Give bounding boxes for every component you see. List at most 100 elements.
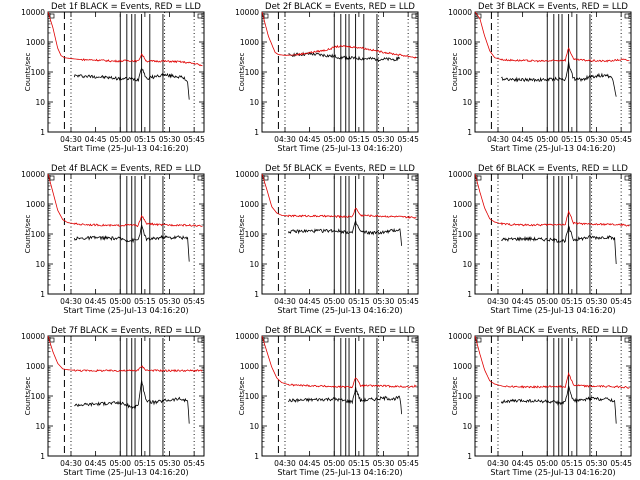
- events-series-line: [74, 380, 190, 424]
- y-tick-label: 1: [254, 290, 259, 299]
- lld-series-line: [47, 335, 203, 373]
- y-tick-label: 1: [467, 290, 472, 299]
- y-tick-label: 100: [458, 392, 473, 401]
- y-tick-label: 100: [458, 68, 473, 77]
- x-tick-label: 05:45: [610, 135, 632, 144]
- x-tick-label: 04:45: [85, 297, 107, 306]
- y-axis-label: Counts/sec: [238, 377, 246, 416]
- corner-box-left: [263, 337, 269, 343]
- x-tick-label: 04:45: [299, 297, 321, 306]
- y-tick-label: 1000: [240, 362, 259, 371]
- lld-series-line: [474, 11, 630, 63]
- panel-title: Det 1f BLACK = Events, RED = LLD: [51, 2, 201, 12]
- detector-panel-3: Det 3f BLACK = Events, RED = LLD 1 10 100 10…: [448, 2, 632, 153]
- y-tick-label: 100: [458, 230, 473, 239]
- x-tick-label: 05:45: [610, 297, 632, 306]
- panel-title: Det 5f BLACK = Events, RED = LLD: [265, 164, 415, 174]
- x-tick-label: 05:15: [134, 135, 156, 144]
- x-tick-label: 05:45: [183, 135, 205, 144]
- y-tick-label: 10: [35, 98, 45, 107]
- y-tick-label: 1000: [453, 362, 472, 371]
- x-tick-label: 04:30: [274, 135, 296, 144]
- events-series-line: [501, 224, 617, 265]
- x-tick-label: 05:30: [373, 135, 395, 144]
- x-tick-label: 05:30: [159, 459, 181, 468]
- x-tick-label: 05:45: [183, 459, 205, 468]
- lld-series-line: [261, 11, 417, 59]
- y-tick-label: 1000: [26, 38, 45, 47]
- x-tick-label: 04:30: [274, 459, 296, 468]
- y-tick-label: 10: [249, 422, 259, 431]
- corner-box-right: [197, 13, 203, 19]
- panel-title: Det 6f BLACK = Events, RED = LLD: [478, 164, 628, 174]
- corner-box-right: [624, 175, 630, 181]
- panel-title: Det 2f BLACK = Events, RED = LLD: [265, 2, 415, 12]
- x-tick-label: 05:00: [536, 297, 558, 306]
- y-tick-label: 10000: [235, 332, 259, 341]
- panel-title: Det 4f BLACK = Events, RED = LLD: [51, 164, 201, 174]
- y-tick-label: 100: [31, 68, 46, 77]
- y-tick-label: 10: [249, 98, 259, 107]
- corner-box-left: [49, 13, 55, 19]
- y-tick-label: 10000: [21, 332, 45, 341]
- detector-panel-2: Det 2f BLACK = Events, RED = LLD 1 10 100 10…: [235, 2, 419, 153]
- x-tick-label: 05:00: [323, 459, 345, 468]
- x-tick-label: 04:45: [299, 459, 321, 468]
- x-axis-label: Start Time (25-Jul-13 04:16:20): [63, 468, 188, 477]
- x-tick-label: 04:45: [512, 297, 534, 306]
- corner-box-left: [49, 337, 55, 343]
- corner-box-right: [624, 13, 630, 19]
- x-tick-label: 05:15: [134, 297, 156, 306]
- detector-panel-4: Det 4f BLACK = Events, RED = LLD 1 10 100 10…: [21, 164, 205, 315]
- y-tick-label: 1000: [240, 38, 259, 47]
- x-tick-label: 05:30: [586, 459, 608, 468]
- y-axis-label: Counts/sec: [24, 53, 32, 92]
- panel-title: Det 9f BLACK = Events, RED = LLD: [478, 326, 628, 336]
- y-tick-label: 10000: [448, 332, 472, 341]
- x-tick-label: 05:30: [373, 297, 395, 306]
- x-tick-label: 04:30: [274, 297, 296, 306]
- lld-series-line: [474, 335, 630, 389]
- x-tick-label: 05:00: [323, 297, 345, 306]
- x-tick-label: 04:30: [487, 135, 509, 144]
- y-tick-label: 1: [467, 452, 472, 461]
- detector-panel-7: Det 7f BLACK = Events, RED = LLD 1 10 100 10…: [21, 326, 205, 477]
- events-series-line: [73, 224, 190, 262]
- x-tick-label: 05:15: [348, 459, 370, 468]
- y-tick-label: 1: [467, 128, 472, 137]
- y-tick-label: 10000: [448, 8, 472, 17]
- x-tick-label: 05:30: [159, 297, 181, 306]
- lld-series-line: [261, 335, 417, 389]
- corner-box-right: [624, 337, 630, 343]
- corner-box-left: [263, 13, 269, 19]
- y-tick-label: 10: [462, 98, 472, 107]
- corner-box-left: [476, 337, 482, 343]
- corner-box-right: [411, 175, 417, 181]
- y-tick-label: 10000: [235, 8, 259, 17]
- events-series-line: [287, 386, 402, 415]
- x-tick-label: 04:30: [60, 135, 82, 144]
- y-axis-label: Counts/sec: [451, 53, 459, 92]
- corner-box-left: [49, 175, 55, 181]
- lld-series-line: [474, 173, 630, 227]
- y-axis-label: Counts/sec: [238, 215, 246, 254]
- detector-panel-9: Det 9f BLACK = Events, RED = LLD 1 10 100 10…: [448, 326, 632, 477]
- corner-box-right: [411, 13, 417, 19]
- y-tick-label: 10: [462, 422, 472, 431]
- x-axis-label: Start Time (25-Jul-13 04:16:20): [490, 468, 615, 477]
- y-tick-label: 1000: [26, 362, 45, 371]
- x-tick-label: 05:15: [561, 459, 583, 468]
- events-series-line: [287, 220, 402, 246]
- x-tick-label: 05:00: [536, 459, 558, 468]
- y-tick-label: 1000: [453, 38, 472, 47]
- x-axis-label: Start Time (25-Jul-13 04:16:20): [490, 306, 615, 315]
- x-tick-label: 05:15: [561, 135, 583, 144]
- detector-panel-8: Det 8f BLACK = Events, RED = LLD 1 10 100 10…: [235, 326, 419, 477]
- x-axis-label: Start Time (25-Jul-13 04:16:20): [63, 306, 188, 315]
- corner-box-right: [197, 175, 203, 181]
- y-tick-label: 10: [35, 260, 45, 269]
- lld-series-line: [261, 173, 417, 219]
- corner-box-right: [411, 337, 417, 343]
- y-axis-label: Counts/sec: [24, 215, 32, 254]
- y-tick-label: 100: [245, 230, 260, 239]
